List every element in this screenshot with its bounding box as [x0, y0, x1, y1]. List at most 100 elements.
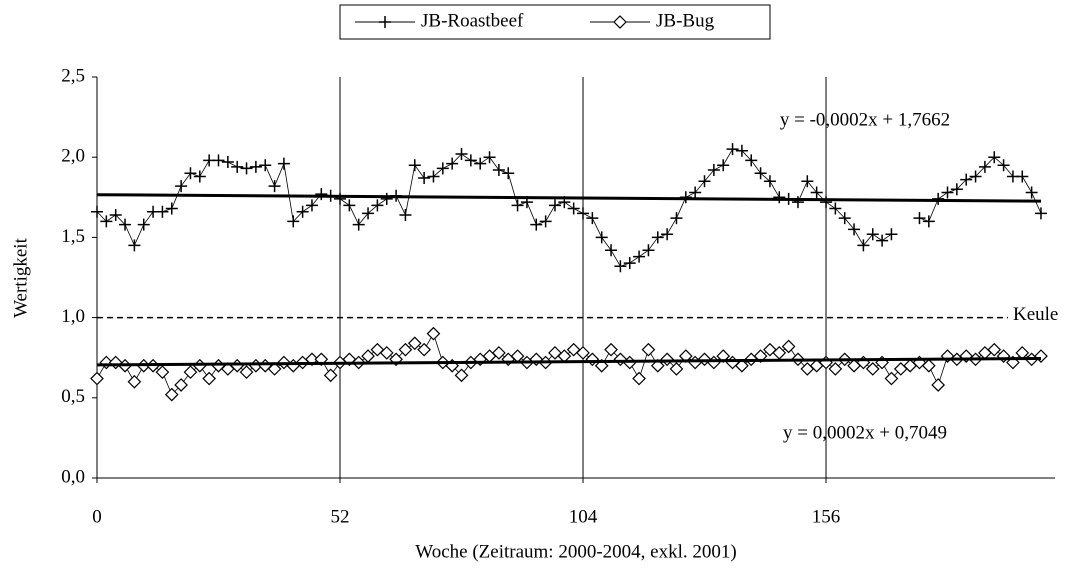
data-point	[174, 378, 188, 392]
data-point	[128, 239, 141, 252]
data-point	[446, 157, 459, 170]
data-point	[315, 188, 328, 201]
data-point	[978, 160, 991, 173]
data-point	[632, 371, 646, 386]
data-point	[127, 374, 142, 389]
data-point	[530, 218, 543, 231]
trendline-label: y = 0,0002x + 0,7049	[783, 422, 947, 443]
data-point	[932, 192, 945, 205]
data-point	[921, 358, 936, 373]
data-point	[960, 173, 973, 186]
data-point	[866, 228, 879, 241]
x-tick-label: 52	[331, 506, 350, 527]
data-point	[483, 151, 496, 164]
data-point	[165, 202, 178, 215]
data-point	[474, 157, 487, 170]
data-point	[137, 218, 150, 231]
legend-label: JB-Bug	[656, 10, 715, 31]
data-point	[183, 365, 198, 379]
data-point	[996, 349, 1011, 363]
data-point	[91, 205, 103, 218]
trendline-label: y = -0,0002x + 1,7662	[780, 109, 950, 130]
x-axis-label: Woche (Zeitraum: 2000-2004, exkl. 2001)	[415, 541, 736, 562]
data-point	[876, 234, 889, 247]
data-point	[492, 164, 505, 177]
data-point	[567, 202, 580, 215]
data-point	[119, 218, 132, 231]
data-point	[781, 339, 796, 354]
data-point	[838, 212, 851, 225]
data-point	[931, 378, 946, 392]
data-point	[511, 199, 524, 212]
data-point	[408, 159, 421, 172]
data-point	[735, 144, 748, 157]
data-point	[454, 368, 469, 383]
data-point	[922, 215, 935, 228]
data-point	[426, 326, 441, 341]
data-point	[418, 172, 431, 185]
data-point	[848, 223, 861, 236]
data-point	[707, 164, 720, 177]
data-point	[969, 170, 982, 183]
data-point	[735, 358, 749, 373]
data-point	[717, 159, 730, 172]
data-point	[464, 154, 477, 167]
data-point	[941, 186, 954, 199]
data-point	[595, 231, 608, 244]
data-point	[399, 208, 412, 221]
data-point	[417, 342, 431, 357]
data-point	[231, 160, 244, 173]
data-point	[240, 162, 253, 175]
data-point	[577, 207, 590, 220]
data-point	[239, 365, 254, 379]
data-point	[175, 180, 188, 193]
data-point	[623, 257, 636, 270]
data-point	[641, 342, 656, 357]
data-point	[650, 358, 665, 373]
data-point	[287, 215, 300, 228]
data-point	[343, 199, 356, 212]
y-tick-label: 2,5	[61, 65, 85, 86]
data-point	[407, 336, 422, 351]
data-point	[548, 346, 562, 360]
data-point	[773, 191, 786, 204]
y-tick-label: 2,0	[61, 146, 85, 167]
data-point	[352, 218, 365, 231]
data-point	[212, 154, 225, 167]
y-tick-label: 1,0	[61, 306, 85, 327]
x-tick-label: 104	[569, 506, 598, 527]
data-point	[202, 371, 217, 386]
data-point	[885, 228, 898, 241]
data-point	[156, 205, 169, 218]
data-point	[604, 342, 618, 357]
data-point	[633, 250, 646, 263]
data-point	[829, 202, 842, 215]
data-point	[950, 183, 963, 196]
data-point	[801, 175, 814, 188]
data-point	[427, 170, 440, 183]
data-point	[249, 160, 262, 173]
data-point	[380, 192, 393, 205]
data-point	[259, 159, 272, 172]
data-point	[988, 151, 1001, 164]
y-tick-label: 1,5	[61, 226, 85, 247]
legend-marker	[613, 15, 627, 29]
data-point	[277, 157, 290, 170]
data-point	[1016, 170, 1029, 183]
data-point	[362, 207, 375, 220]
data-point	[334, 192, 347, 205]
trendline	[96, 193, 1041, 203]
data-point	[689, 186, 702, 199]
data-point	[605, 244, 618, 257]
data-point	[576, 346, 590, 360]
data-point	[669, 362, 684, 376]
data-point	[492, 346, 506, 360]
y-tick-label: 0,5	[61, 386, 85, 407]
data-point	[184, 167, 197, 180]
data-point	[726, 143, 739, 156]
data-point	[548, 199, 561, 212]
data-point	[913, 212, 926, 225]
data-point	[371, 199, 384, 212]
data-point	[763, 175, 776, 188]
data-point	[586, 212, 599, 225]
